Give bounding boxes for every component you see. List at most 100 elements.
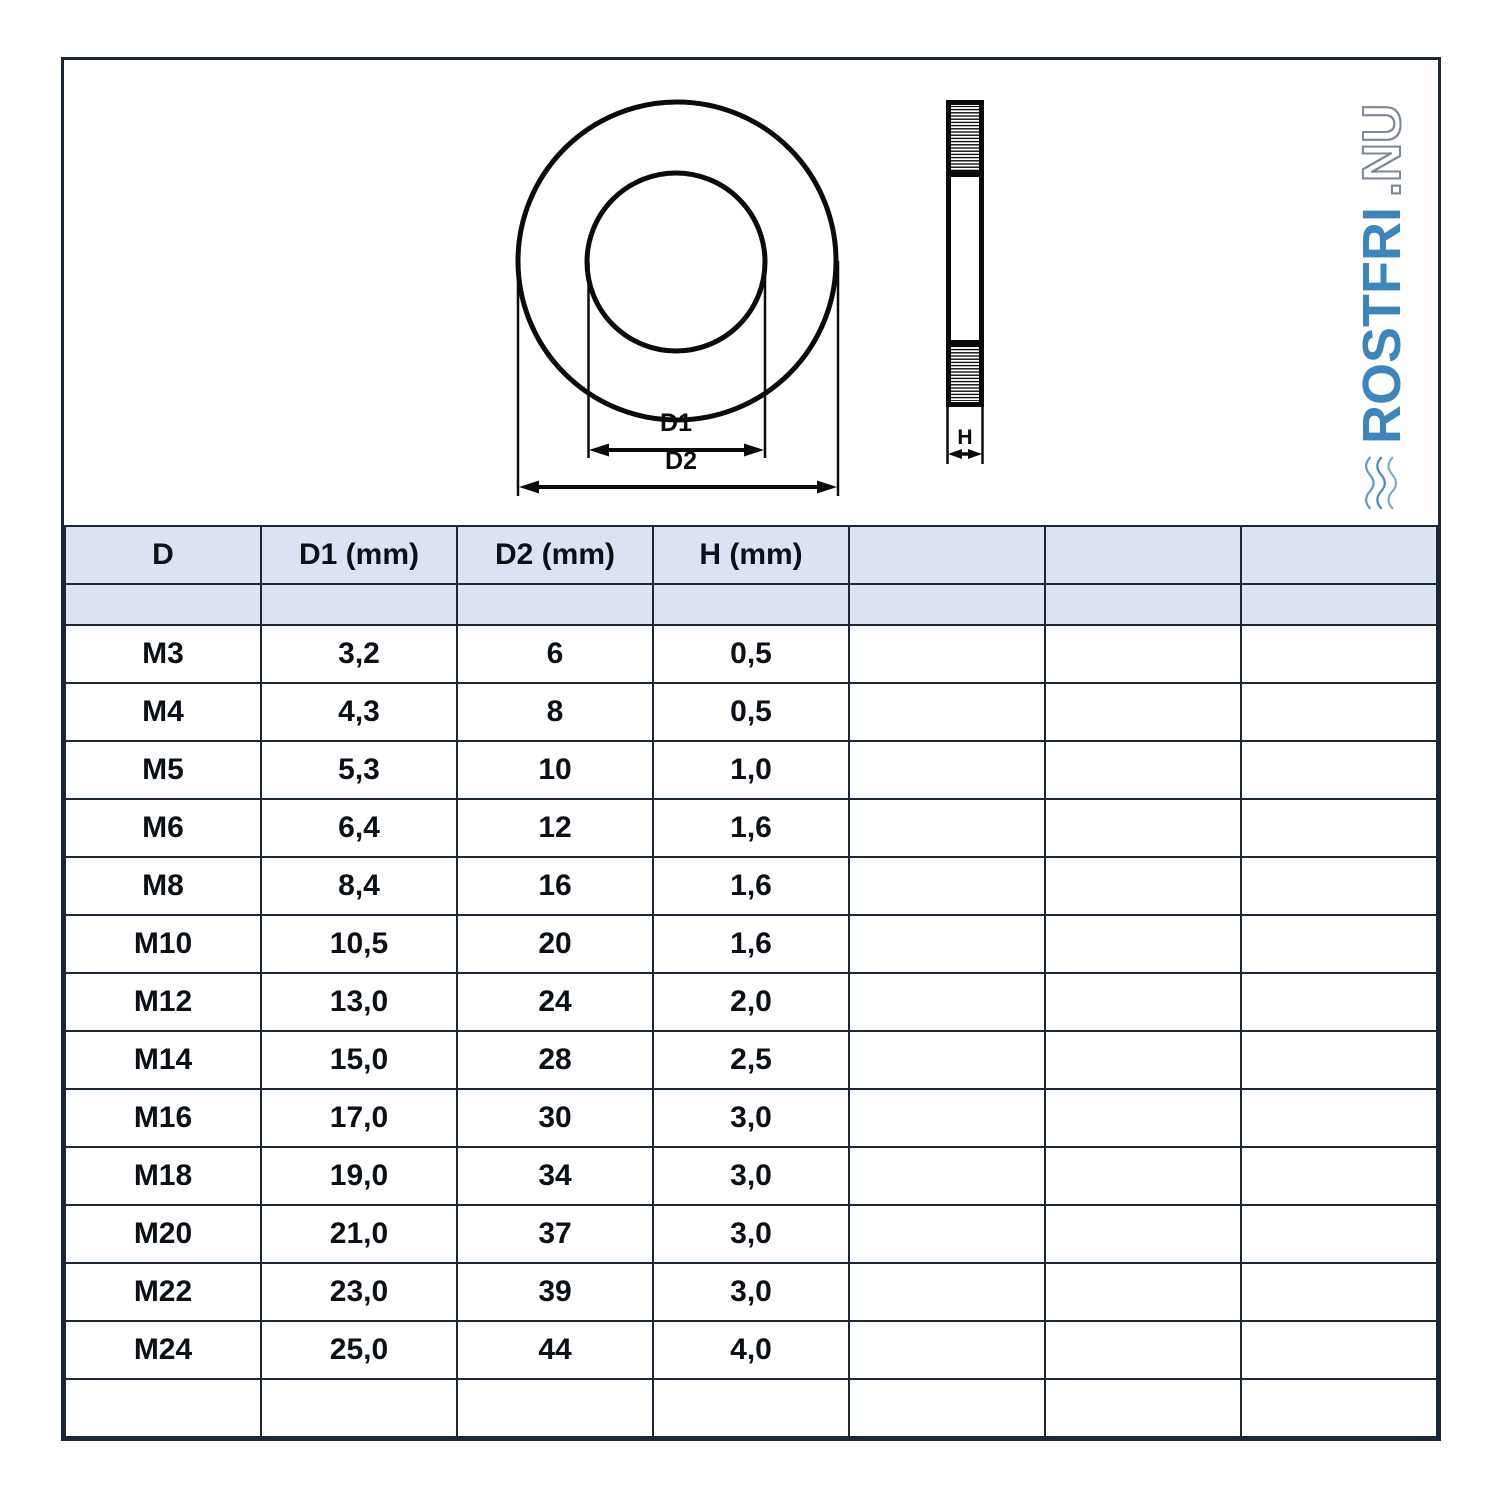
table-cell: 3,2 bbox=[260, 624, 458, 684]
table-cell bbox=[1044, 914, 1242, 974]
table-cell bbox=[1044, 682, 1242, 742]
table-cell bbox=[848, 740, 1046, 800]
table-cell bbox=[1044, 972, 1242, 1032]
table-cell bbox=[848, 1204, 1046, 1264]
logo-text-rostfri: ROSTFRI bbox=[1352, 207, 1412, 444]
column-header: D2 (mm) bbox=[456, 525, 654, 585]
table-cell bbox=[848, 1030, 1046, 1090]
column-header bbox=[1044, 525, 1242, 585]
table-cell bbox=[1240, 856, 1438, 916]
table-cell: 3,0 bbox=[652, 1088, 850, 1148]
spacer-cell bbox=[64, 583, 262, 626]
table-cell bbox=[1044, 1262, 1242, 1322]
table-row: M14 15,0 28 2,5 bbox=[64, 1030, 1438, 1090]
table-cell: 6 bbox=[456, 624, 654, 684]
table-cell: M6 bbox=[64, 798, 262, 858]
empty-cell bbox=[64, 1378, 262, 1438]
table-cell: 16 bbox=[456, 856, 654, 916]
table-cell: M5 bbox=[64, 740, 262, 800]
table-cell bbox=[1240, 740, 1438, 800]
spacer-cell bbox=[848, 583, 1046, 626]
table-cell bbox=[848, 856, 1046, 916]
dimension-d2: D2 bbox=[516, 261, 840, 496]
thread-hatch-bottom bbox=[951, 346, 979, 401]
table-cell: 0,5 bbox=[652, 682, 850, 742]
table-cell bbox=[848, 914, 1046, 974]
table-cell: 44 bbox=[456, 1320, 654, 1380]
spacer-cell bbox=[456, 583, 654, 626]
table-row: M12 13,0 24 2,0 bbox=[64, 972, 1438, 1032]
inner-diameter-circle bbox=[584, 170, 768, 354]
empty-cell bbox=[260, 1378, 458, 1438]
table-cell: 13,0 bbox=[260, 972, 458, 1032]
table-cell: 19,0 bbox=[260, 1146, 458, 1206]
table-cell: 1,6 bbox=[652, 798, 850, 858]
table-cell: M8 bbox=[64, 856, 262, 916]
table-header-row: D D1 (mm) D2 (mm) H (mm) bbox=[64, 525, 1438, 585]
table-cell bbox=[1044, 856, 1242, 916]
column-header: D bbox=[64, 525, 262, 585]
table-cell bbox=[1240, 1204, 1438, 1264]
spacer-cell bbox=[1240, 583, 1438, 626]
table-empty-row bbox=[64, 1378, 1438, 1438]
table-cell bbox=[848, 1262, 1046, 1322]
table-cell bbox=[1044, 624, 1242, 684]
table-row: M18 19,0 34 3,0 bbox=[64, 1146, 1438, 1206]
table-row: M10 10,5 20 1,6 bbox=[64, 914, 1438, 974]
table-row: M5 5,3 10 1,0 bbox=[64, 740, 1438, 800]
d2-label: D2 bbox=[665, 447, 697, 475]
table-cell bbox=[1240, 914, 1438, 974]
table-cell bbox=[1240, 1320, 1438, 1380]
table-cell bbox=[1044, 740, 1242, 800]
washer-dimension-table: D D1 (mm) D2 (mm) H (mm) M3 3,2 6 0,5 M4 4,3 8 0,5 M… bbox=[64, 525, 1438, 1438]
table-cell: 6,4 bbox=[260, 798, 458, 858]
washer-drawing-svg: D1 D2 bbox=[515, 99, 984, 496]
table-cell: 15,0 bbox=[260, 1030, 458, 1090]
table-cell bbox=[1044, 798, 1242, 858]
table-cell bbox=[848, 972, 1046, 1032]
table-row: M24 25,0 44 4,0 bbox=[64, 1320, 1438, 1380]
table-cell bbox=[1240, 624, 1438, 684]
table-cell bbox=[1044, 1088, 1242, 1148]
table-row: M6 6,4 12 1,6 bbox=[64, 798, 1438, 858]
table-cell bbox=[1240, 1030, 1438, 1090]
washer-front-view bbox=[515, 99, 839, 423]
table-cell: 3,0 bbox=[652, 1204, 850, 1264]
d1-label: D1 bbox=[660, 409, 692, 437]
table-cell: 5,3 bbox=[260, 740, 458, 800]
table-cell bbox=[848, 1320, 1046, 1380]
table-cell bbox=[848, 682, 1046, 742]
table-cell: M18 bbox=[64, 1146, 262, 1206]
logo-text-nu: .NU bbox=[1351, 103, 1413, 198]
table-cell bbox=[1044, 1320, 1242, 1380]
table-cell: 30 bbox=[456, 1088, 654, 1148]
table-cell: 21,0 bbox=[260, 1204, 458, 1264]
table-cell: 10 bbox=[456, 740, 654, 800]
table-cell: 17,0 bbox=[260, 1088, 458, 1148]
washer-technical-drawing: D1 D2 bbox=[64, 60, 1438, 525]
table-cell bbox=[1240, 1088, 1438, 1148]
table-cell bbox=[1240, 798, 1438, 858]
table-cell: M24 bbox=[64, 1320, 262, 1380]
table-cell bbox=[848, 1088, 1046, 1148]
table-cell: 4,3 bbox=[260, 682, 458, 742]
table-cell: 0,5 bbox=[652, 624, 850, 684]
table-cell: 20 bbox=[456, 914, 654, 974]
table-cell: 10,5 bbox=[260, 914, 458, 974]
table-cell: 1,0 bbox=[652, 740, 850, 800]
dimension-table-wrap: D D1 (mm) D2 (mm) H (mm) M3 3,2 6 0,5 M4 4,3 8 0,5 M… bbox=[64, 525, 1438, 1438]
spacer-cell bbox=[652, 583, 850, 626]
empty-cell bbox=[1240, 1378, 1438, 1438]
washer-side-view bbox=[946, 100, 984, 407]
column-header: D1 (mm) bbox=[260, 525, 458, 585]
table-cell: 34 bbox=[456, 1146, 654, 1206]
spacer-cell bbox=[260, 583, 458, 626]
table-cell: 8,4 bbox=[260, 856, 458, 916]
table-cell bbox=[1044, 1030, 1242, 1090]
table-cell: 23,0 bbox=[260, 1262, 458, 1322]
waves-icon bbox=[1364, 456, 1398, 510]
thread-hatch-top bbox=[951, 106, 979, 172]
table-cell: M14 bbox=[64, 1030, 262, 1090]
outer-diameter-circle bbox=[515, 99, 839, 423]
table-row: M16 17,0 30 3,0 bbox=[64, 1088, 1438, 1148]
